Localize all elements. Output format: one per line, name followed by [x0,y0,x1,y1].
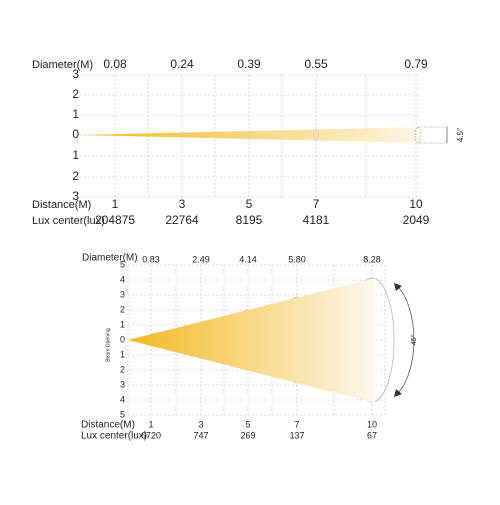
distance: 3 [198,419,203,429]
lux: 137 [289,430,304,440]
diameter: 0.24 [170,57,194,71]
y-label: 1 [120,319,125,329]
y-label: 1 [72,148,79,162]
diameter: 2.49 [192,254,210,264]
y-label: 4 [120,274,125,284]
diameter: 4.14 [239,254,257,264]
lux: 747 [193,430,208,440]
lux: 204875 [95,213,135,227]
beam-label: Beam Opening [105,328,111,362]
diameter-label: Diameter(M) [82,253,138,264]
y-label: 1 [120,349,125,359]
angle: 45° [410,335,418,346]
y-label: 3 [120,289,125,299]
diameter: 0.79 [404,57,428,71]
beam-diagram-narrow: Diameter(M) 0.08 0.24 0.39 0.55 0.793210123Di… [32,57,465,227]
y-label: 0 [72,127,79,141]
distance: 1 [148,419,153,429]
diameter: 0.08 [103,57,127,71]
diameter: 0.39 [237,57,261,71]
lux-label: Lux center(lux) [81,431,147,442]
lux: 8195 [236,213,263,227]
y-label: 3 [72,189,79,203]
y-label: 1 [72,107,79,121]
y-label: 4 [120,394,125,404]
distance: 3 [179,197,186,211]
beam [128,278,375,403]
y-label: 2 [72,169,79,183]
distance-label: Distance(M) [32,199,91,211]
diameter-label: Diameter(M) [32,59,93,71]
lux: 269 [240,430,255,440]
beam-diagram-wide: Diameter(M) 0.83 2.49 4.14 5.80 8.28543210123… [81,253,418,442]
distance-label: Distance(M) [81,420,135,431]
distance: 7 [294,419,299,429]
distance: 1 [112,197,119,211]
y-label: 0 [120,334,125,344]
distance: 5 [245,419,250,429]
lux-label: Lux center(lux) [32,215,105,227]
lux: 2049 [403,213,430,227]
y-label: 2 [72,87,79,101]
y-label: 3 [120,379,125,389]
lux: 22764 [165,213,199,227]
lux: 4181 [303,213,330,227]
lux: 6720 [141,430,161,440]
y-label: 2 [120,364,125,374]
diameter: 5.80 [288,254,306,264]
y-label: 5 [120,259,125,269]
distance: 7 [313,197,320,211]
lux: 67 [367,430,377,440]
beam [80,127,418,143]
diameter: 0.83 [142,254,160,264]
distance: 5 [246,197,253,211]
diameter: 0.55 [304,57,328,71]
y-label: 2 [120,304,125,314]
distance: 10 [409,197,423,211]
y-label: 3 [72,67,79,81]
distance: 10 [367,419,377,429]
angle: 4.5° [456,128,465,142]
y-label: 5 [120,409,125,419]
diameter: 8.28 [363,254,381,264]
